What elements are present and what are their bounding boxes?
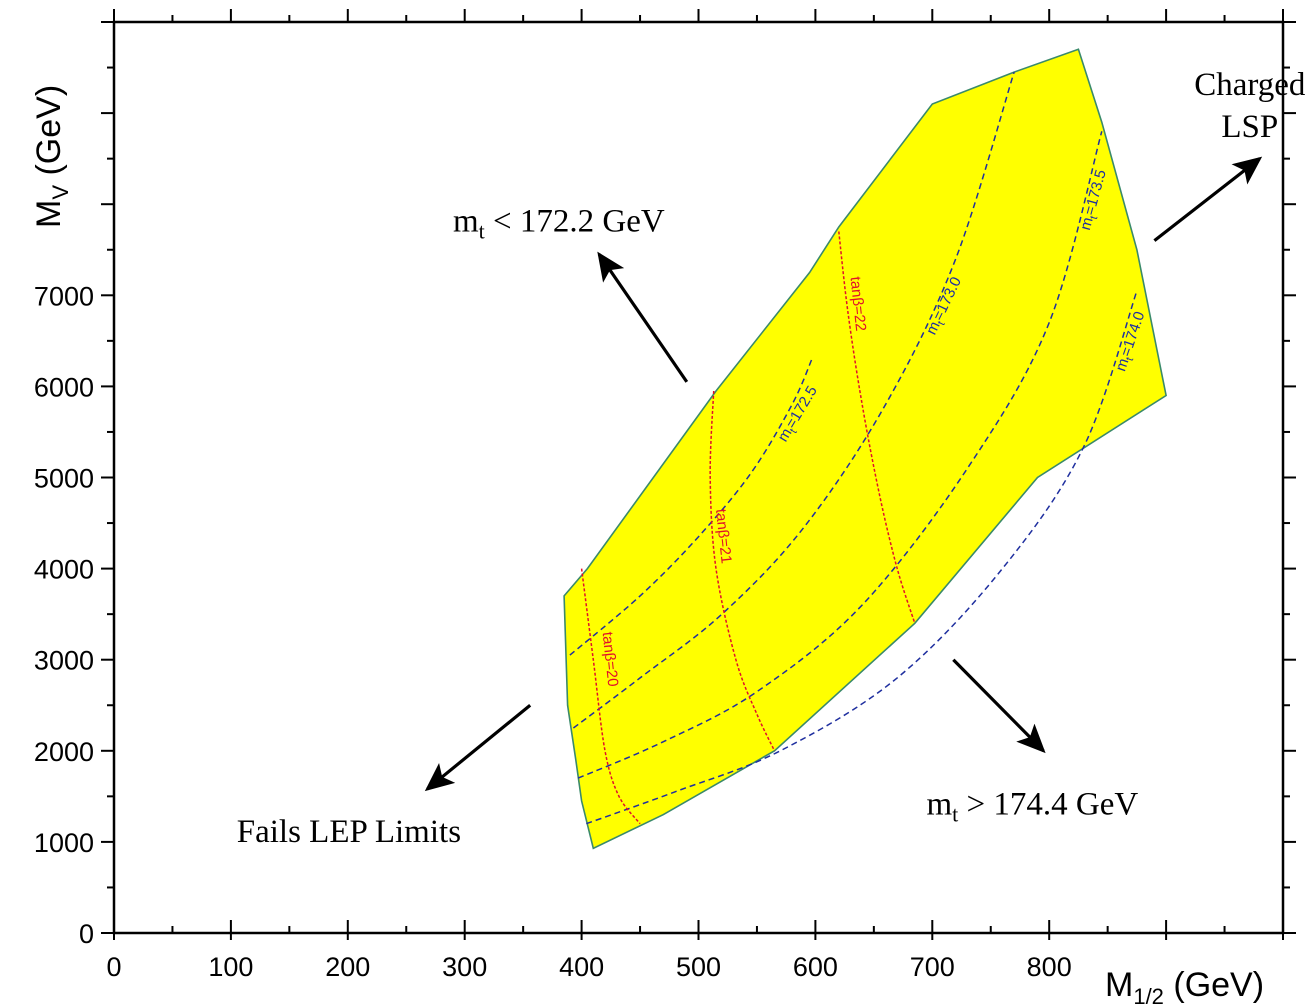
mt-label-sub: t [788,427,800,436]
y-tick-label: 0 [79,919,94,949]
annotation-text-0: mt < 172.2 GeV [453,204,665,244]
x-title-main: M [1105,966,1133,1004]
y-tick-label: 6000 [34,372,94,402]
x-tick-label: 100 [208,952,253,982]
annotation-main: m [453,204,479,240]
tanb-contour-label-2: tanβ=22 [847,276,870,332]
annotation-sub: t [952,802,958,827]
tanb-contour-label-1: tanβ=21 [712,508,735,564]
annotation-text-3-line-1: LSP [1221,109,1278,145]
mt-contour-line-2 [577,131,1103,779]
mt-label-sub: t [936,320,948,328]
annotation-rest: < 172.2 GeV [485,204,665,240]
mt-label-main: m [1077,215,1097,232]
annotation-arrow-0 [597,251,689,383]
mt-label-main: m [1112,356,1132,373]
mt-label-sub: t [1088,215,1100,221]
annotation-text-1: mt > 174.4 GeV [926,787,1138,827]
annotation-main: m [926,787,952,823]
mt-label-sub: t [1124,356,1136,363]
annotation-arrow-2 [424,704,532,792]
y-tick-label: 1000 [34,828,94,858]
y-title-main: M [30,200,68,228]
y-tick-label: 5000 [34,464,94,494]
x-tick-label: 700 [910,952,955,982]
x-tick-label: 800 [1027,952,1072,982]
y-tick-label: 3000 [34,646,94,676]
x-title-sub: 1/2 [1133,984,1164,1006]
x-tick-label: 600 [793,952,838,982]
x-tick-label: 300 [442,952,487,982]
y-tick-label: 7000 [34,281,94,311]
annotation-sub: t [479,219,485,244]
y-title-sub: V [48,185,73,200]
plot-region-layer [563,48,1167,850]
y-axis-title: MV (GeV) [30,85,73,228]
x-axis-title: M1/2 (GeV) [1105,966,1264,1006]
annotation-arrow-3 [1153,156,1263,242]
x-tick-label: 500 [676,952,721,982]
annotation-arrow-1 [952,658,1046,754]
annotation-rest: > 174.4 GeV [958,787,1138,823]
y-tick-label: 2000 [34,737,94,767]
tanb-contour-line-2 [838,231,916,624]
x-tick-label: 200 [325,952,370,982]
x-title-unit: (GeV) [1164,966,1264,1004]
tanb-contour-label-0: tanβ=20 [599,631,622,687]
tanb-contour-line-0 [580,568,641,825]
mt-contour-line-1 [572,71,1015,729]
x-tick-label: 0 [106,952,121,982]
x-tick-label: 400 [559,952,604,982]
allowed-region [563,48,1167,850]
annotation-text-2: Fails LEP Limits [237,814,461,850]
y-title-unit: (GeV) [30,85,68,185]
y-tick-label: 4000 [34,555,94,585]
axes-layer: 0 100 200 300 400 500 600 700 800 0 1000 2000 3000 40… [30,9,1296,1006]
annotation-text-3-line-0: Charged [1194,67,1306,103]
mt-contour-line-3 [586,290,1138,825]
tanb-contour-line-1 [709,390,776,752]
mt-contour-line-0 [569,358,813,656]
